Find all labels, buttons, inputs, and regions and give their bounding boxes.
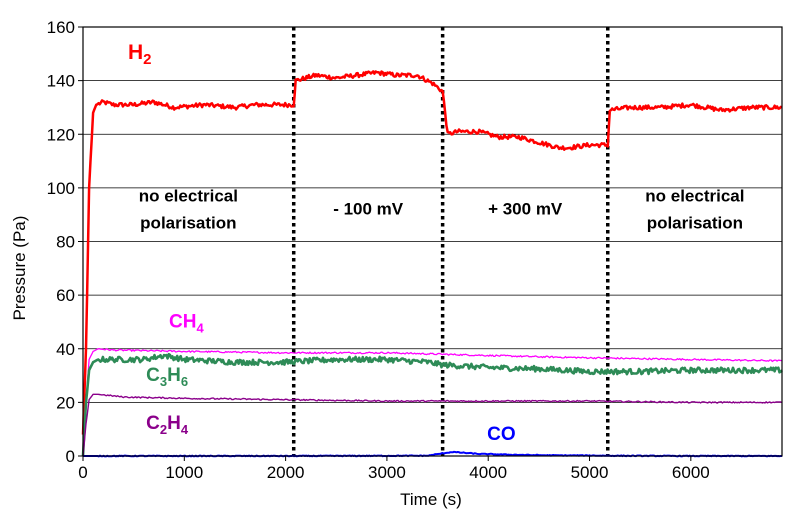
series-line-h2 [81,70,783,435]
series-label-co: CO [487,424,516,445]
y-tick-label: 40 [56,340,75,359]
y-tick-label: 120 [47,125,75,144]
phase-label: polarisation [140,213,236,232]
series-line-c2h4 [82,393,783,457]
y-tick-label: 0 [66,447,75,466]
phase-label: no electrical [139,186,238,205]
y-tick-label: 100 [47,179,75,198]
series-label-c2h4: C2H4 [146,413,189,437]
series-line-c3h6 [81,352,783,457]
axis-ticks: 0 20 40 60 80 100 120 140 160 0 1000 2000 3000 4000 50… [47,18,710,482]
series-label-c3h6: C3H6 [146,365,188,389]
phase-labels: no electrical polarisation - 100 mV + 300 m… [139,186,745,232]
y-tick-label: 20 [56,393,75,412]
x-axis-label: Time (s) [400,490,462,509]
y-tick-label: 140 [47,72,75,91]
series-labels: H2 CH4 C3H6 C2H4 CO [128,41,516,445]
x-tick-label: 2000 [267,463,305,482]
y-tick-label: 60 [56,286,75,305]
phase-label: - 100 mV [333,200,404,219]
phase-label: polarisation [647,213,743,232]
x-tick-label: 5000 [571,463,609,482]
x-tick-label: 6000 [672,463,710,482]
y-tick-label: 80 [56,233,75,252]
y-tick-label: 160 [47,18,75,37]
series-label-ch4: CH4 [169,311,204,335]
phase-label: no electrical [645,186,744,205]
phase-label: + 300 mV [488,200,563,219]
x-tick-label: 0 [78,463,87,482]
series-line-ch4 [82,348,783,457]
x-tick-label: 1000 [165,463,203,482]
y-axis-label: Pressure (Pa) [10,216,29,321]
gridlines [83,26,782,403]
x-tick-label: 4000 [469,463,507,482]
x-tick-label: 3000 [368,463,406,482]
series-label-h2: H2 [128,41,152,68]
series-lines [81,70,783,458]
